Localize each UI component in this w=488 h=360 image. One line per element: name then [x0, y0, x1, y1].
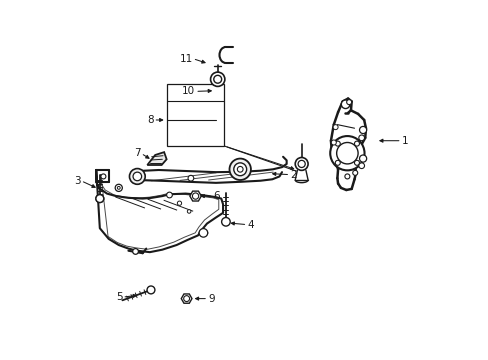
Circle shape — [115, 184, 122, 192]
Circle shape — [129, 168, 145, 184]
Circle shape — [331, 140, 336, 145]
Circle shape — [237, 166, 243, 172]
Circle shape — [354, 160, 359, 165]
Circle shape — [359, 155, 366, 162]
Circle shape — [221, 217, 230, 226]
Text: 8: 8 — [146, 115, 153, 125]
Circle shape — [346, 100, 351, 105]
Circle shape — [117, 186, 120, 189]
Circle shape — [192, 193, 198, 199]
Circle shape — [352, 170, 357, 175]
Circle shape — [335, 160, 340, 165]
Text: 5: 5 — [116, 292, 122, 302]
Text: 11: 11 — [179, 54, 192, 64]
Text: 1: 1 — [401, 136, 407, 146]
Circle shape — [335, 141, 340, 146]
Circle shape — [229, 158, 250, 180]
Circle shape — [213, 75, 221, 83]
Text: 10: 10 — [182, 86, 195, 96]
Circle shape — [188, 175, 193, 181]
Circle shape — [177, 201, 181, 205]
Bar — [166, 84, 224, 146]
Circle shape — [332, 125, 337, 130]
Circle shape — [358, 135, 364, 141]
Circle shape — [336, 143, 357, 164]
Circle shape — [132, 249, 138, 254]
Circle shape — [166, 192, 172, 198]
Circle shape — [96, 195, 103, 203]
Text: 4: 4 — [247, 220, 253, 230]
Circle shape — [183, 296, 189, 302]
Circle shape — [298, 160, 305, 167]
Text: 2: 2 — [290, 170, 296, 180]
Circle shape — [147, 286, 155, 294]
Circle shape — [359, 126, 366, 134]
Text: 3: 3 — [74, 176, 81, 186]
Circle shape — [233, 163, 246, 176]
Text: 6: 6 — [213, 191, 219, 201]
Circle shape — [295, 157, 307, 170]
Circle shape — [341, 100, 349, 109]
Text: 7: 7 — [134, 148, 141, 158]
Circle shape — [187, 210, 190, 213]
Polygon shape — [147, 152, 166, 165]
Text: 9: 9 — [207, 294, 214, 303]
Circle shape — [344, 174, 349, 179]
Circle shape — [354, 141, 359, 146]
Circle shape — [133, 172, 142, 181]
Circle shape — [199, 229, 207, 237]
Polygon shape — [181, 294, 192, 303]
Circle shape — [358, 163, 364, 168]
Circle shape — [210, 72, 224, 86]
Circle shape — [101, 174, 106, 179]
Polygon shape — [189, 191, 201, 201]
Circle shape — [329, 136, 364, 170]
